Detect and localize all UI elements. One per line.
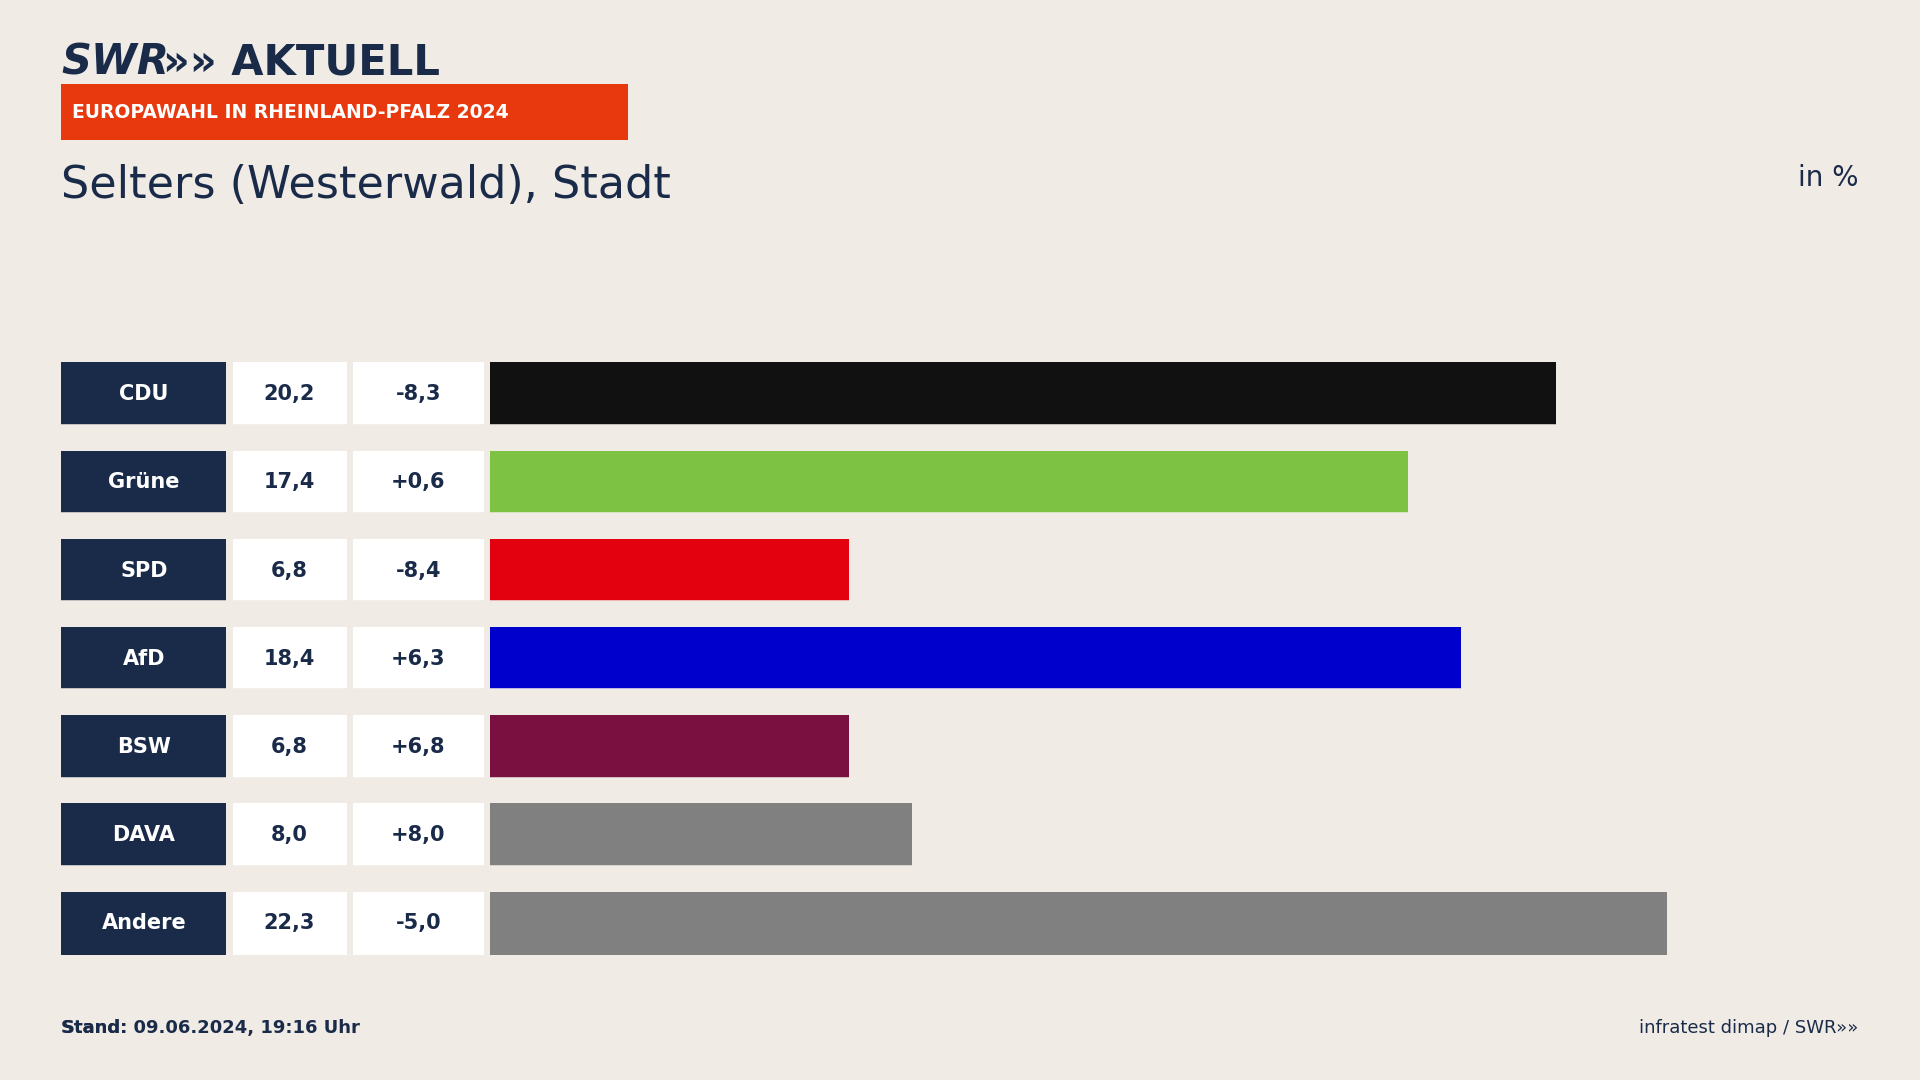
- Bar: [490, 363, 1555, 426]
- FancyBboxPatch shape: [353, 715, 484, 779]
- Bar: [490, 539, 849, 603]
- Text: in %: in %: [1797, 164, 1859, 192]
- FancyBboxPatch shape: [353, 363, 484, 426]
- Bar: [490, 450, 1407, 514]
- Text: Stand:: Stand:: [61, 1018, 129, 1037]
- Text: +8,0: +8,0: [392, 825, 445, 846]
- FancyBboxPatch shape: [353, 450, 484, 514]
- Text: BSW: BSW: [117, 737, 171, 757]
- Text: Selters (Westerwald), Stadt: Selters (Westerwald), Stadt: [61, 164, 672, 207]
- FancyBboxPatch shape: [232, 363, 348, 426]
- Text: 22,3: 22,3: [263, 914, 315, 933]
- FancyBboxPatch shape: [61, 539, 227, 603]
- FancyBboxPatch shape: [232, 627, 348, 690]
- FancyBboxPatch shape: [232, 715, 348, 779]
- FancyBboxPatch shape: [232, 892, 348, 955]
- Bar: [490, 715, 849, 779]
- Text: 18,4: 18,4: [263, 649, 315, 669]
- Text: 20,2: 20,2: [263, 384, 315, 404]
- FancyBboxPatch shape: [353, 804, 484, 867]
- FancyBboxPatch shape: [61, 715, 227, 779]
- Text: 17,4: 17,4: [263, 472, 315, 492]
- Text: +0,6: +0,6: [392, 472, 445, 492]
- Text: SPD: SPD: [121, 561, 167, 581]
- Text: Stand: 09.06.2024, 19:16 Uhr: Stand: 09.06.2024, 19:16 Uhr: [61, 1018, 361, 1037]
- Text: DAVA: DAVA: [113, 825, 175, 846]
- Text: 6,8: 6,8: [271, 561, 307, 581]
- FancyBboxPatch shape: [232, 450, 348, 514]
- FancyBboxPatch shape: [353, 892, 484, 955]
- Text: infratest dimap / SWR»»: infratest dimap / SWR»»: [1640, 1018, 1859, 1037]
- Text: 6,8: 6,8: [271, 737, 307, 757]
- Bar: [490, 804, 912, 867]
- FancyBboxPatch shape: [353, 627, 484, 690]
- Text: -8,3: -8,3: [396, 384, 442, 404]
- FancyBboxPatch shape: [232, 539, 348, 603]
- Text: Grüne: Grüne: [108, 472, 180, 492]
- Text: -8,4: -8,4: [396, 561, 442, 581]
- FancyBboxPatch shape: [61, 804, 227, 867]
- Text: CDU: CDU: [119, 384, 169, 404]
- FancyBboxPatch shape: [232, 804, 348, 867]
- FancyBboxPatch shape: [61, 892, 227, 955]
- Bar: [490, 892, 1667, 955]
- FancyBboxPatch shape: [61, 627, 227, 690]
- Text: »» AKTUELL: »» AKTUELL: [163, 41, 440, 83]
- FancyBboxPatch shape: [61, 450, 227, 514]
- Text: AfD: AfD: [123, 649, 165, 669]
- Text: SWR: SWR: [61, 41, 169, 83]
- FancyBboxPatch shape: [61, 363, 227, 426]
- FancyBboxPatch shape: [353, 539, 484, 603]
- Text: +6,3: +6,3: [392, 649, 445, 669]
- Text: +6,8: +6,8: [392, 737, 445, 757]
- Text: Andere: Andere: [102, 914, 186, 933]
- Text: -5,0: -5,0: [396, 914, 442, 933]
- Text: 8,0: 8,0: [271, 825, 307, 846]
- Text: EUROPAWAHL IN RHEINLAND-PFALZ 2024: EUROPAWAHL IN RHEINLAND-PFALZ 2024: [71, 103, 509, 122]
- Bar: [490, 627, 1461, 690]
